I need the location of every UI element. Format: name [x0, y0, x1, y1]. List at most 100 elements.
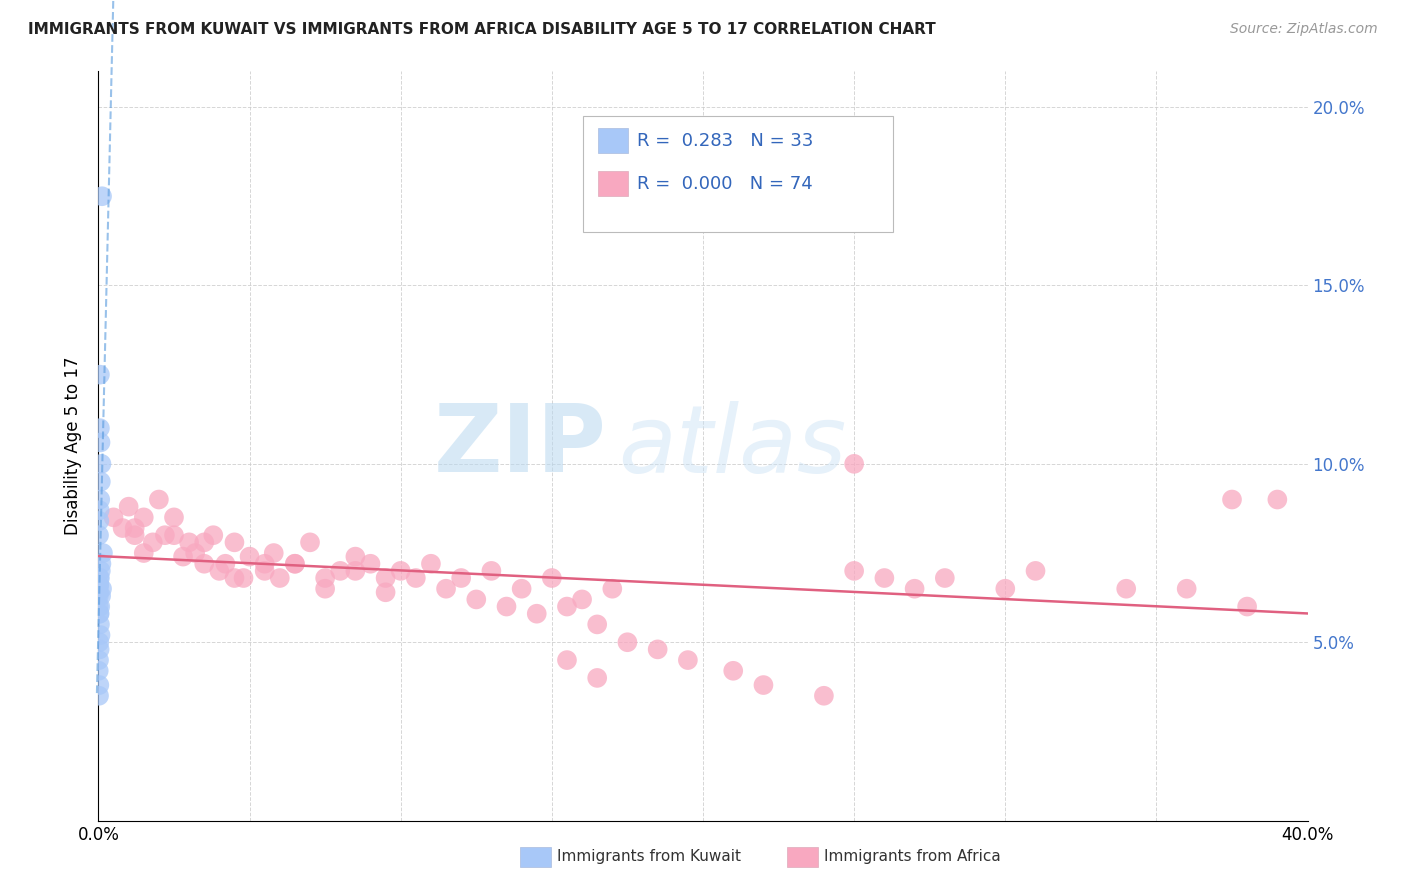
Point [118, 500, 141, 514]
Point [495, 599, 517, 614]
Point [179, 535, 201, 549]
Point [172, 549, 194, 564]
Point [616, 635, 638, 649]
Point [434, 582, 457, 596]
Point [526, 607, 548, 621]
Point [360, 557, 382, 571]
Point [284, 557, 307, 571]
Point [132, 546, 155, 560]
Point [904, 582, 927, 596]
Text: IMMIGRANTS FROM KUWAIT VS IMMIGRANTS FROM AFRICA DISABILITY AGE 5 TO 17 CORRELAT: IMMIGRANTS FROM KUWAIT VS IMMIGRANTS FRO… [28, 22, 936, 37]
Point [420, 557, 443, 571]
Point [374, 571, 396, 585]
Point [103, 510, 125, 524]
Point [405, 571, 427, 585]
Point [844, 457, 866, 471]
Point [1024, 564, 1046, 578]
Point [132, 510, 155, 524]
Point [263, 546, 285, 560]
Point [89, 599, 111, 614]
Point [91, 582, 114, 596]
Text: Immigrants from Kuwait: Immigrants from Kuwait [557, 849, 741, 863]
Point [89, 607, 111, 621]
Text: Immigrants from Africa: Immigrants from Africa [824, 849, 1001, 863]
Point [89, 642, 111, 657]
Text: ZIP: ZIP [433, 400, 606, 492]
Point [844, 564, 866, 578]
Point [723, 664, 745, 678]
Point [87, 585, 110, 599]
Point [87, 589, 110, 603]
Point [232, 571, 254, 585]
Point [89, 678, 111, 692]
Point [148, 492, 170, 507]
Point [344, 564, 367, 578]
Y-axis label: Disability Age 5 to 17: Disability Age 5 to 17 [65, 357, 83, 535]
Point [1220, 492, 1243, 507]
Point [87, 653, 110, 667]
Point [239, 549, 262, 564]
Point [214, 557, 236, 571]
Point [224, 535, 246, 549]
Point [193, 557, 215, 571]
Point [87, 528, 110, 542]
Point [87, 664, 110, 678]
Point [586, 617, 609, 632]
Point [89, 635, 111, 649]
Point [87, 578, 110, 592]
Point [111, 521, 134, 535]
Point [314, 571, 336, 585]
Point [253, 564, 276, 578]
Point [90, 564, 112, 578]
Point [329, 564, 352, 578]
Point [89, 503, 111, 517]
Point [90, 628, 112, 642]
Point [89, 492, 111, 507]
Point [752, 678, 775, 692]
Point [208, 564, 231, 578]
Text: R =  0.000   N = 74: R = 0.000 N = 74 [637, 175, 813, 193]
Point [344, 549, 367, 564]
Point [374, 585, 396, 599]
Point [163, 510, 186, 524]
Point [89, 578, 111, 592]
Point [647, 642, 669, 657]
Point [89, 421, 111, 435]
Point [510, 582, 533, 596]
Point [1236, 599, 1258, 614]
Point [934, 571, 956, 585]
Point [994, 582, 1017, 596]
Point [89, 571, 111, 585]
Point [1175, 582, 1198, 596]
Point [124, 528, 146, 542]
Point [89, 607, 111, 621]
Point [89, 571, 111, 585]
Point [571, 592, 593, 607]
Point [465, 592, 488, 607]
Point [163, 528, 186, 542]
Point [91, 189, 114, 203]
Point [90, 435, 112, 450]
Point [89, 368, 111, 382]
Point [193, 535, 215, 549]
Point [89, 514, 111, 528]
Point [389, 564, 412, 578]
Point [142, 535, 165, 549]
Point [91, 546, 114, 560]
Point [586, 671, 609, 685]
Point [540, 571, 562, 585]
Point [284, 557, 307, 571]
Point [253, 557, 276, 571]
Point [450, 571, 472, 585]
Point [90, 457, 112, 471]
Point [87, 599, 110, 614]
Point [873, 571, 896, 585]
Point [269, 571, 291, 585]
Point [481, 564, 503, 578]
Point [555, 653, 578, 667]
Point [602, 582, 624, 596]
Point [224, 571, 246, 585]
Point [184, 546, 207, 560]
Point [555, 599, 578, 614]
Point [90, 475, 112, 489]
